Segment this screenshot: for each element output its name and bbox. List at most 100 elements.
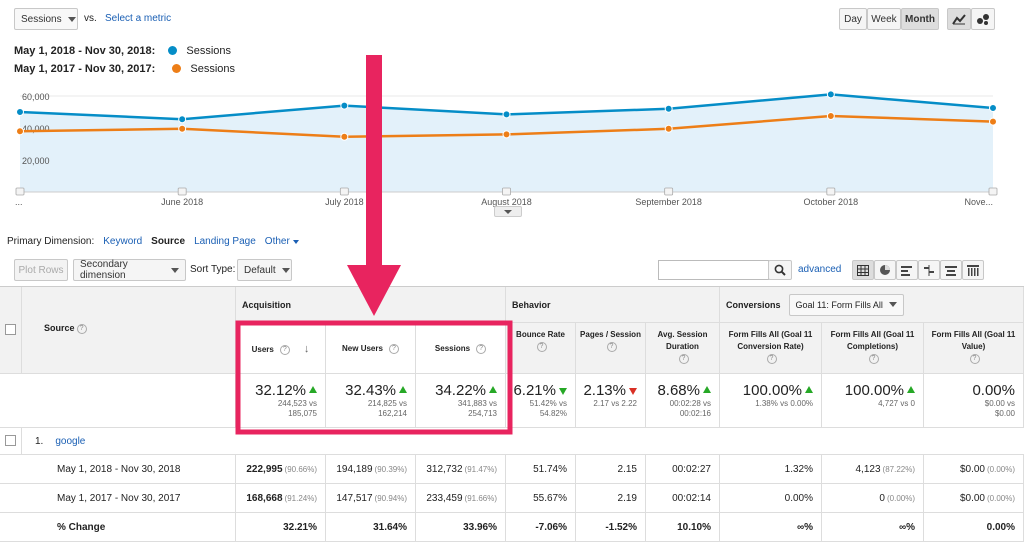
- sort-type-select[interactable]: Default: [237, 259, 292, 281]
- table-cell: 2.15: [576, 455, 646, 484]
- sort-arrow-icon: ↓: [303, 343, 310, 355]
- behavior-group-header: Behavior: [506, 287, 720, 323]
- data-point: [664, 124, 673, 133]
- sort-type-label: Sort Type:: [190, 264, 236, 275]
- table-cell: ∞%: [822, 513, 924, 542]
- cell-value: -1.52%: [605, 521, 637, 533]
- period-day-label: Day: [844, 13, 862, 25]
- total-comparison-text: 54.82%: [539, 409, 567, 418]
- cell-value: 1.32%: [784, 463, 813, 475]
- column-header-label: Users: [251, 345, 274, 354]
- view-comparison-button[interactable]: [918, 260, 940, 280]
- table-cell: 233,459 (91.66%): [416, 484, 506, 513]
- column-header-3[interactable]: Sessions?: [416, 323, 506, 374]
- total-comparison-text: 162,214: [378, 409, 407, 418]
- cell-value: 233,459: [426, 492, 463, 504]
- acquisition-group-header: Acquisition: [236, 287, 506, 323]
- sort-type-value: Default: [244, 264, 276, 276]
- metric-select[interactable]: Sessions: [14, 8, 78, 30]
- period-week-button[interactable]: Week: [867, 8, 901, 30]
- cell-value: 32.21%: [283, 521, 317, 533]
- advanced-link[interactable]: advanced: [798, 264, 842, 275]
- cell-percent: (90.39%): [374, 464, 407, 474]
- legend-range-current: May 1, 2018 - Nov 30, 2018:: [14, 45, 156, 57]
- table-search-input[interactable]: [658, 260, 769, 280]
- totals-label-cell: [0, 374, 236, 428]
- total-cell-3: 34.22% 341,883 vs 254,713: [416, 374, 506, 428]
- cell-value: 168,668: [246, 492, 283, 504]
- select-all-checkbox[interactable]: [5, 324, 16, 335]
- period-month-button[interactable]: Month: [901, 8, 939, 30]
- dimension-source[interactable]: Source: [151, 236, 186, 247]
- comparison-icon: [924, 264, 934, 276]
- total-cell-6: 8.68% 00:02:28 vs 00:02:16: [646, 374, 720, 428]
- total-change-value: 2.13%: [583, 382, 626, 399]
- secondary-dimension-select[interactable]: Secondary dimension: [73, 259, 186, 281]
- column-header-5[interactable]: Pages / Session?: [576, 323, 646, 374]
- cell-value: 147,517: [336, 492, 373, 504]
- cell-value: 00:02:14: [672, 492, 711, 504]
- annotation-marker: [988, 187, 998, 196]
- conversions-label: Conversions: [726, 299, 781, 310]
- column-header-label: Sessions: [434, 344, 471, 353]
- table-cell: $0.00 (0.00%): [924, 484, 1024, 513]
- term-cloud-icon: [945, 265, 957, 276]
- data-point: [340, 101, 349, 110]
- view-data-table-button[interactable]: [852, 260, 874, 280]
- cell-percent: (87.22%): [882, 464, 915, 474]
- view-pivot-button[interactable]: [962, 260, 984, 280]
- table-cell: -1.52%: [576, 513, 646, 542]
- goal-select-label: Goal 11: Form Fills All: [795, 299, 883, 310]
- motion-chart-toggle[interactable]: [971, 8, 995, 30]
- column-header-1[interactable]: Users? ↓: [236, 323, 326, 374]
- cell-value: 55.67%: [533, 492, 567, 504]
- table-cell: 33.96%: [416, 513, 506, 542]
- column-header-2[interactable]: New Users?: [326, 323, 416, 374]
- trend-up-icon: [399, 386, 407, 393]
- dimension-landing-page[interactable]: Landing Page: [194, 236, 256, 247]
- source-header[interactable]: Source?: [22, 287, 236, 374]
- view-percentage-button[interactable]: [874, 260, 896, 280]
- column-header-8[interactable]: Form Fills All (Goal 11 Completions)?: [822, 323, 924, 374]
- column-header-4[interactable]: Bounce Rate?: [506, 323, 576, 374]
- view-term-cloud-button[interactable]: [940, 260, 962, 280]
- cell-percent: (91.47%): [464, 464, 497, 474]
- cell-value: 10.10%: [677, 521, 711, 533]
- table-cell: 00:02:14: [646, 484, 720, 513]
- secondary-dimension-label: Secondary dimension: [80, 259, 128, 281]
- table-cell: 4,123 (87.22%): [822, 455, 924, 484]
- search-button[interactable]: [768, 260, 792, 280]
- table-cell: ∞%: [720, 513, 822, 542]
- legend-series-previous: Sessions: [190, 63, 236, 75]
- chart-collapse-handle[interactable]: [494, 206, 522, 217]
- plot-rows-button[interactable]: Plot Rows: [14, 259, 68, 281]
- period-day-button[interactable]: Day: [839, 8, 867, 30]
- x-tick-label: July 2018: [325, 197, 364, 207]
- cell-value: 222,995: [246, 463, 283, 475]
- column-header-7[interactable]: Form Fills All (Goal 11 Conversion Rate)…: [720, 323, 822, 374]
- select-metric-link[interactable]: Select a metric: [105, 13, 172, 24]
- source-link-google[interactable]: google: [55, 435, 86, 447]
- conversions-group-header: Conversions Goal 11: Form Fills All: [720, 287, 1024, 323]
- dimension-other[interactable]: Other: [265, 236, 299, 247]
- goal-select[interactable]: Goal 11: Form Fills All: [788, 293, 904, 316]
- view-mode-group: [852, 260, 984, 280]
- column-header-9[interactable]: Form Fills All (Goal 11 Value)?: [924, 323, 1024, 374]
- view-performance-button[interactable]: [896, 260, 918, 280]
- total-change-value: 8.68%: [657, 382, 700, 399]
- dimension-keyword[interactable]: Keyword: [103, 236, 143, 247]
- line-chart-toggle[interactable]: [947, 8, 971, 30]
- column-header-6[interactable]: Avg. Session Duration?: [646, 323, 720, 374]
- table-cell: 31.64%: [326, 513, 416, 542]
- row-checkbox[interactable]: [5, 435, 16, 446]
- data-point: [16, 127, 24, 136]
- column-header-label: Pages / Session: [580, 330, 641, 339]
- cell-percent: (91.24%): [284, 493, 317, 503]
- total-comparison-text: 244,523 vs: [277, 399, 317, 408]
- table-grid-icon: [857, 264, 869, 276]
- help-icon: ?: [766, 353, 777, 364]
- total-change-value: 34.22%: [435, 382, 486, 399]
- total-comparison-text: 254,713: [468, 409, 497, 418]
- table-cell: 55.67%: [506, 484, 576, 513]
- table-cell: 168,668 (91.24%): [236, 484, 326, 513]
